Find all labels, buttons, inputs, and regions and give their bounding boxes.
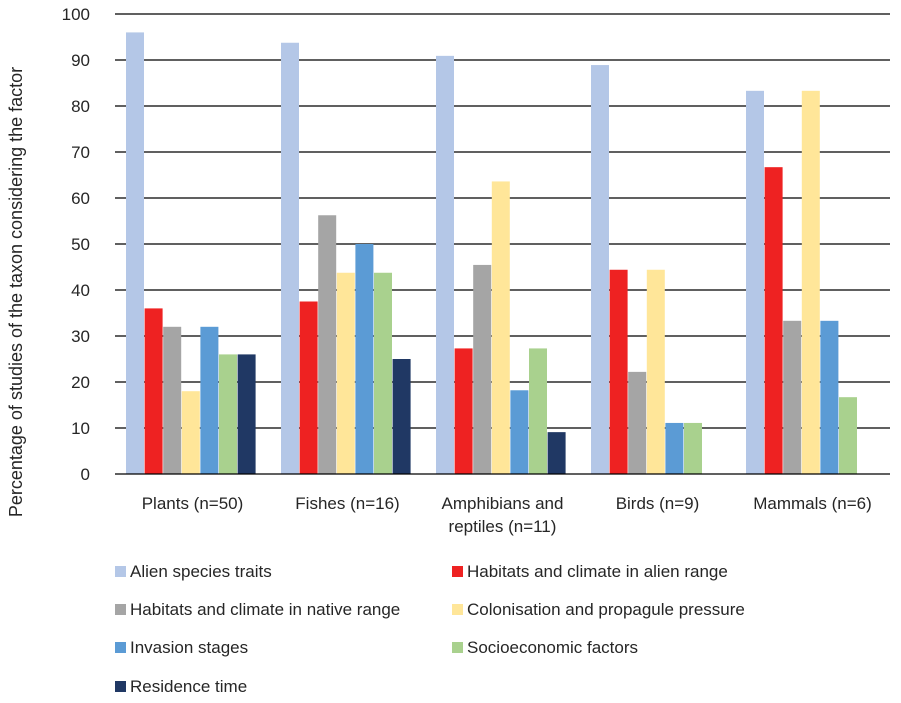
bar [783, 320, 802, 474]
x-tick-label: Birds (n=9) [616, 494, 700, 513]
y-tick-label: 100 [62, 5, 90, 24]
y-tick-label: 80 [71, 97, 90, 116]
y-tick-label: 60 [71, 189, 90, 208]
legend-swatch [452, 604, 463, 615]
bar [163, 326, 182, 474]
bar [684, 422, 702, 474]
legend-label: Invasion stages [130, 638, 248, 657]
bar [299, 301, 318, 474]
y-axis-label: Percentage of studies of the taxon consi… [6, 67, 26, 517]
bar [628, 371, 647, 474]
x-tick-label: Amphibians and [442, 494, 564, 513]
legend-swatch [115, 642, 126, 653]
bar [318, 215, 337, 474]
bar [200, 326, 219, 474]
y-tick-label: 30 [71, 327, 90, 346]
legend-label: Colonisation and propagule pressure [467, 600, 745, 619]
bar [454, 348, 473, 474]
legend-swatch [452, 566, 463, 577]
legend-swatch [115, 681, 126, 692]
bar [510, 390, 529, 474]
bar [126, 32, 144, 475]
bar [436, 55, 454, 475]
legend-label: Residence time [130, 677, 247, 696]
bar [547, 432, 566, 474]
y-tick-label: 40 [71, 281, 90, 300]
y-tick-label: 70 [71, 143, 90, 162]
legend-swatch [452, 642, 463, 653]
bar [820, 320, 839, 474]
y-tick-label: 0 [81, 465, 90, 484]
bar [591, 65, 609, 474]
x-tick-label: Mammals (n=6) [753, 494, 872, 513]
bar [839, 397, 857, 474]
bar [219, 354, 237, 474]
bar [665, 422, 684, 474]
bar [392, 359, 411, 474]
bar [181, 391, 200, 474]
legend-label: Habitats and climate in native range [130, 600, 400, 619]
x-tick-label: Plants (n=50) [142, 494, 244, 513]
y-axis-ticks: 0 10 20 30 40 50 60 70 80 90 100 [62, 5, 90, 484]
bar [473, 264, 492, 474]
bar [529, 348, 547, 474]
legend: Alien species traits Habitats and climate… [115, 562, 745, 696]
legend-label: Socioeconomic factors [467, 638, 638, 657]
bar [801, 90, 820, 474]
bar [336, 272, 355, 474]
y-tick-label: 90 [71, 51, 90, 70]
bar [764, 167, 783, 474]
legend-label: Habitats and climate in alien range [467, 562, 728, 581]
bar [491, 181, 510, 474]
bar [237, 354, 256, 474]
bar [355, 244, 374, 474]
y-tick-label: 20 [71, 373, 90, 392]
bar [374, 272, 392, 474]
y-tick-label: 10 [71, 419, 90, 438]
bar [746, 90, 764, 474]
legend-swatch [115, 604, 126, 615]
bar [144, 308, 163, 474]
x-tick-label: Fishes (n=16) [295, 494, 399, 513]
bar [281, 42, 299, 474]
x-axis-categories: Plants (n=50) Fishes (n=16) Amphibians and… [142, 494, 872, 536]
bar [646, 269, 665, 474]
bars [126, 32, 857, 475]
x-tick-label: reptiles (n=11) [449, 517, 557, 536]
bar [609, 269, 628, 474]
legend-swatch [115, 566, 126, 577]
y-tick-label: 50 [71, 235, 90, 254]
legend-label: Alien species traits [130, 562, 272, 581]
